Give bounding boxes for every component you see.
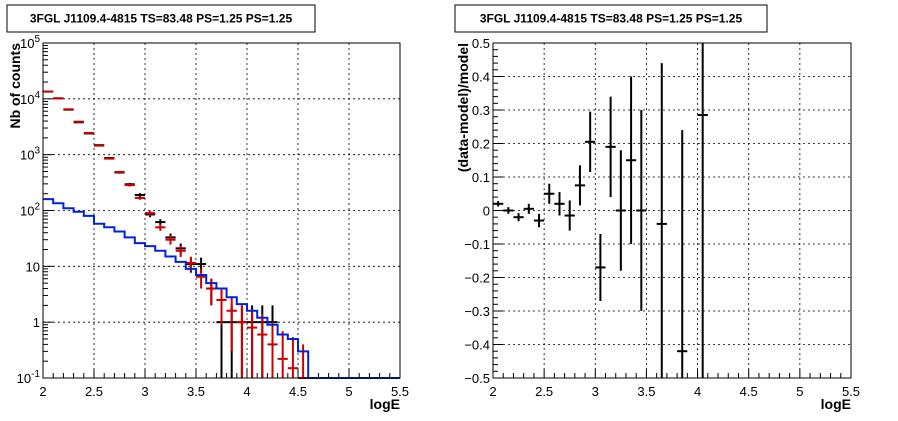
x-tick-label: 4.5 [740,384,758,399]
y-tick-label: 102 [20,202,40,219]
y-tick-label: 0.4 [472,70,490,85]
chart-panel-2: 2 2.5 3 3.5 4 4.5 5 5.5 −0.5 −0.4 −0.3 −0.2 −0.1 0 0.1… [454,4,860,412]
title-box [6,4,316,33]
x-tick-label: 3.5 [187,384,205,399]
y-tick-label: −0.2 [464,271,490,286]
y-tick-label: −0.5 [464,371,490,386]
title-box [454,4,768,33]
y-tick-label: −0.3 [464,304,490,319]
x-tick-label: 3 [141,384,148,399]
y-tick-label: 104 [20,90,40,107]
model-step-line [43,198,400,379]
y-tick-label: 105 [20,34,40,51]
y-tick-label: −0.1 [464,237,490,252]
x-tick-label: 4.5 [289,384,307,399]
y-tick-label: −0.4 [464,338,490,353]
plot-area [493,43,851,378]
x-tick-label: 5.5 [842,384,860,399]
series-1 [493,43,708,378]
y-tick-label: 0.1 [472,170,490,185]
x-tick-label: 4 [694,384,701,399]
y-tick-label: 0 [483,204,490,219]
x-tick-label: 5 [345,384,352,399]
x-tick-label: 5 [796,384,803,399]
x-tick-label: 5.5 [391,384,409,399]
plot-frame [492,42,852,379]
x-tick-label: 2 [489,384,496,399]
y-tick-label: 10-1 [17,369,41,386]
y-axis-label: Nb of counts [7,43,23,129]
y-tick-label: 0.2 [472,137,490,152]
x-tick-label: 4 [243,384,250,399]
y-tick-label: 0.3 [472,103,490,118]
x-axis-label: logE [821,396,851,412]
series-3 [43,198,400,379]
plot-frame [42,42,401,379]
y-tick-label: 10 [26,259,40,274]
y-axis-label: (data-model)/model [455,43,471,172]
chart-title: 3FGL J1109.4-4815 TS=83.48 PS=1.25 PS=1.… [480,12,743,26]
series-2 [43,90,309,379]
chart-panel-1: 2 2.5 3 3.5 4 4.5 5 5.5 10-1 1 10 102 103 104 105 3FGL … [6,4,409,412]
x-axis-label: logE [370,396,400,412]
x-tick-label: 2 [39,384,46,399]
chart-title: 3FGL J1109.4-4815 TS=83.48 PS=1.25 PS=1.… [30,12,293,26]
x-tick-label: 2.5 [85,384,103,399]
x-tick-label: 3 [592,384,599,399]
y-tick-label: 1 [33,315,40,330]
x-tick-label: 3.5 [637,384,655,399]
x-tick-label: 2.5 [535,384,553,399]
y-tick-label: 103 [20,146,40,163]
y-tick-label: 0.5 [472,36,490,51]
